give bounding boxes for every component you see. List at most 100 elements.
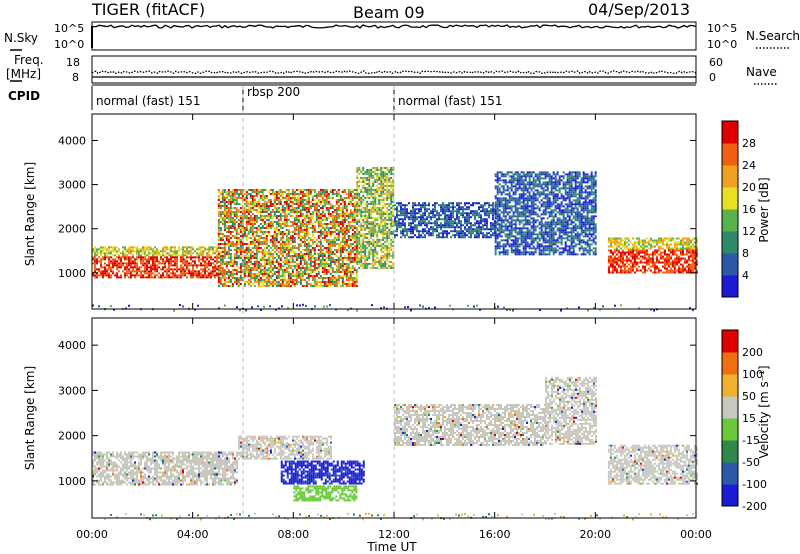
- echo-cell: [315, 215, 318, 217]
- echo-cell: [390, 196, 393, 199]
- echo-cell: [327, 269, 330, 271]
- echo-cell: [341, 269, 344, 271]
- echo-cell: [277, 233, 280, 235]
- echo-cell: [436, 220, 438, 223]
- echo-cell: [245, 257, 248, 259]
- echo-cell: [307, 205, 310, 207]
- echo-cell: [261, 199, 264, 201]
- echo-cell: [362, 234, 365, 237]
- echo-cell: [478, 230, 480, 233]
- echo-cell: [243, 227, 246, 229]
- echo-cell: [343, 283, 346, 285]
- echo-cell: [124, 254, 126, 257]
- echo-cell: [355, 279, 358, 281]
- echo-cell: [255, 227, 258, 229]
- echo-cell: [508, 223, 511, 226]
- echo-cell: [333, 235, 336, 237]
- echo-cell: [223, 225, 226, 227]
- echo-cell: [321, 253, 324, 255]
- echo-cell: [299, 213, 302, 215]
- echo-cell: [466, 228, 468, 231]
- echo-cell: [436, 202, 438, 205]
- echo-cell: [490, 204, 492, 207]
- echo-cell: [221, 199, 224, 201]
- echo-cell: [337, 233, 340, 235]
- echo-cell: [243, 275, 246, 277]
- echo-cell: [233, 227, 236, 229]
- echo-cell: [323, 217, 326, 219]
- echo-cell: [508, 205, 511, 208]
- echo-cell: [502, 245, 505, 248]
- echo-cell: [376, 166, 379, 169]
- echo-cell: [339, 195, 342, 197]
- echo-cell: [392, 194, 395, 197]
- echo-cell: [208, 274, 210, 277]
- echo-cell: [152, 254, 154, 257]
- echo-cell: [277, 215, 280, 217]
- echo-cell: [219, 203, 222, 205]
- echo-cell: [370, 214, 373, 217]
- echo-cell: [388, 208, 391, 211]
- echo-cell: [368, 228, 371, 231]
- echo-cell: [130, 264, 132, 267]
- echo-cell: [261, 259, 264, 261]
- echo-cell: [331, 193, 334, 195]
- echo-cell: [235, 231, 238, 233]
- echo-cell: [504, 193, 507, 196]
- echo-cell: [462, 234, 464, 237]
- echo-cell: [311, 213, 314, 215]
- echo-cell: [518, 249, 521, 252]
- echo-cell: [347, 257, 350, 259]
- echo-cell: [518, 251, 521, 254]
- echo-cell: [164, 260, 166, 263]
- echo-cell: [492, 206, 494, 209]
- echo-cell: [498, 199, 501, 202]
- echo-cell: [366, 246, 369, 249]
- echo-cell: [239, 193, 242, 195]
- echo-cell: [341, 227, 344, 229]
- echo-cell: [396, 228, 398, 231]
- echo-cell: [219, 243, 222, 245]
- echo-cell: [412, 222, 414, 225]
- echo-cell: [520, 201, 523, 204]
- echo-cell: [271, 249, 274, 251]
- echo-cell: [142, 276, 144, 279]
- echo-cell: [295, 253, 298, 255]
- echo-cell: [514, 183, 517, 186]
- echo-cell: [520, 189, 523, 192]
- echo-cell: [388, 252, 391, 255]
- echo-cell: [245, 211, 248, 213]
- echo-cell: [198, 270, 200, 273]
- echo-cell: [440, 228, 442, 231]
- echo-cell: [325, 225, 328, 227]
- echo-cell: [100, 266, 102, 269]
- echo-cell: [233, 223, 236, 225]
- echo-cell: [333, 285, 336, 287]
- echo-cell: [259, 205, 262, 207]
- echo-cell: [219, 191, 222, 193]
- echo-cell: [510, 171, 513, 174]
- echo-cell: [251, 243, 254, 245]
- echo-cell: [317, 257, 320, 259]
- echo-cell: [456, 210, 458, 213]
- echo-cell: [492, 210, 494, 213]
- echo-cell: [345, 263, 348, 265]
- echo-cell: [327, 245, 330, 247]
- echo-cell: [138, 266, 140, 269]
- echo-cell: [516, 183, 519, 186]
- echo-cell: [154, 262, 156, 265]
- echo-cell: [198, 254, 200, 257]
- echo-cell: [221, 261, 224, 263]
- echo-cell: [460, 224, 462, 227]
- echo-cell: [374, 220, 377, 223]
- echo-cell: [261, 237, 264, 239]
- echo-cell: [432, 222, 434, 225]
- echo-cell: [366, 262, 369, 265]
- echo-cell: [239, 229, 242, 231]
- echo-cell: [325, 233, 328, 235]
- echo-cell: [420, 222, 422, 225]
- echo-cell: [356, 222, 359, 225]
- echo-cell: [474, 224, 476, 227]
- echo-cell: [223, 201, 226, 203]
- echo-cell: [231, 197, 234, 199]
